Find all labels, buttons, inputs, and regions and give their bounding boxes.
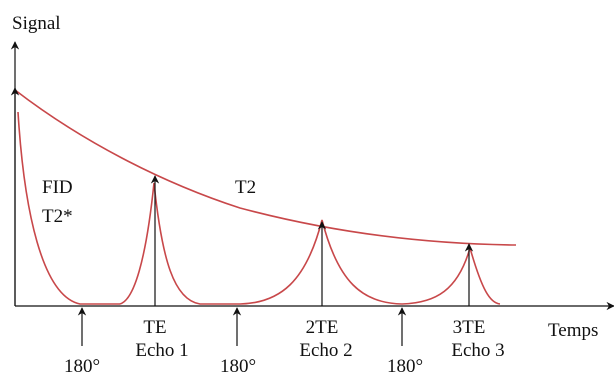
echo-2-curve <box>239 216 403 305</box>
pulse-180-label-2: 180° <box>220 356 256 377</box>
2te-label: 2TE <box>306 317 339 338</box>
echo-3-label: Echo 3 <box>451 340 504 361</box>
t2-decay-curve <box>14 89 517 246</box>
fid-curve <box>17 111 120 305</box>
echo-1-label: Echo 1 <box>135 340 188 361</box>
fid-label: FID <box>42 177 73 198</box>
te-label: TE <box>143 317 166 338</box>
pulse-180-label-1: 180° <box>64 356 100 377</box>
pulse-180-label-3: 180° <box>387 356 423 377</box>
t2-label: T2 <box>235 177 256 198</box>
t2-star-label: T2* <box>42 206 73 227</box>
echo-3-curve <box>401 245 501 305</box>
3te-label: 3TE <box>453 317 486 338</box>
echo-2-label: Echo 2 <box>299 340 352 361</box>
y-axis-label: Signal <box>12 13 61 34</box>
x-axis-label: Temps <box>548 320 598 341</box>
